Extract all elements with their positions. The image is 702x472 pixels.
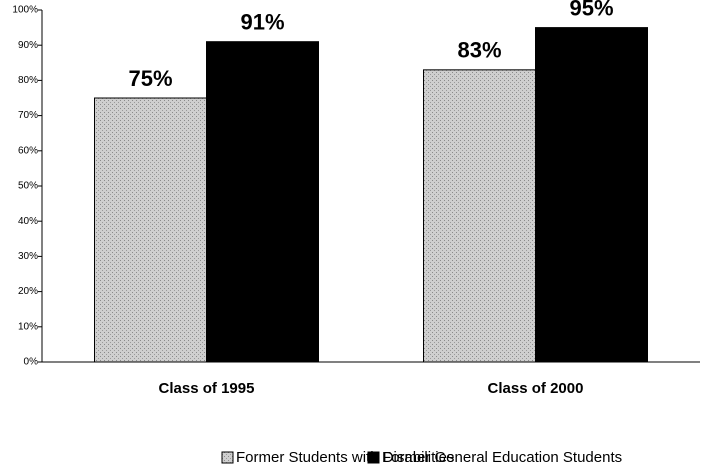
- data-label: 95%: [569, 0, 613, 20]
- y-tick-label: 0%: [24, 357, 39, 368]
- y-tick-label: 70%: [18, 110, 38, 121]
- x-tick-label: Class of 1995: [159, 380, 255, 397]
- y-tick-label: 60%: [18, 145, 38, 156]
- y-tick-label: 80%: [18, 75, 38, 86]
- legend-swatch: [367, 451, 380, 464]
- y-tick-label: 20%: [18, 286, 38, 297]
- bar: [535, 27, 648, 363]
- data-label: 75%: [128, 66, 172, 91]
- legend-label: Former General Education Students: [382, 449, 622, 466]
- y-tick-label: 30%: [18, 251, 38, 262]
- bar: [206, 41, 319, 363]
- y-tick-label: 100%: [12, 5, 38, 16]
- data-label: 91%: [240, 9, 284, 34]
- y-tick-label: 50%: [18, 181, 38, 192]
- y-tick-label: 10%: [18, 321, 38, 332]
- bar: [423, 69, 536, 363]
- bar: [94, 97, 207, 363]
- legend-label: Former Students with Disabilities: [236, 449, 454, 466]
- y-tick-label: 90%: [18, 40, 38, 51]
- x-tick-label: Class of 2000: [488, 380, 584, 397]
- data-label: 83%: [457, 38, 501, 63]
- legend-swatch: [221, 451, 234, 464]
- y-tick-label: 40%: [18, 216, 38, 227]
